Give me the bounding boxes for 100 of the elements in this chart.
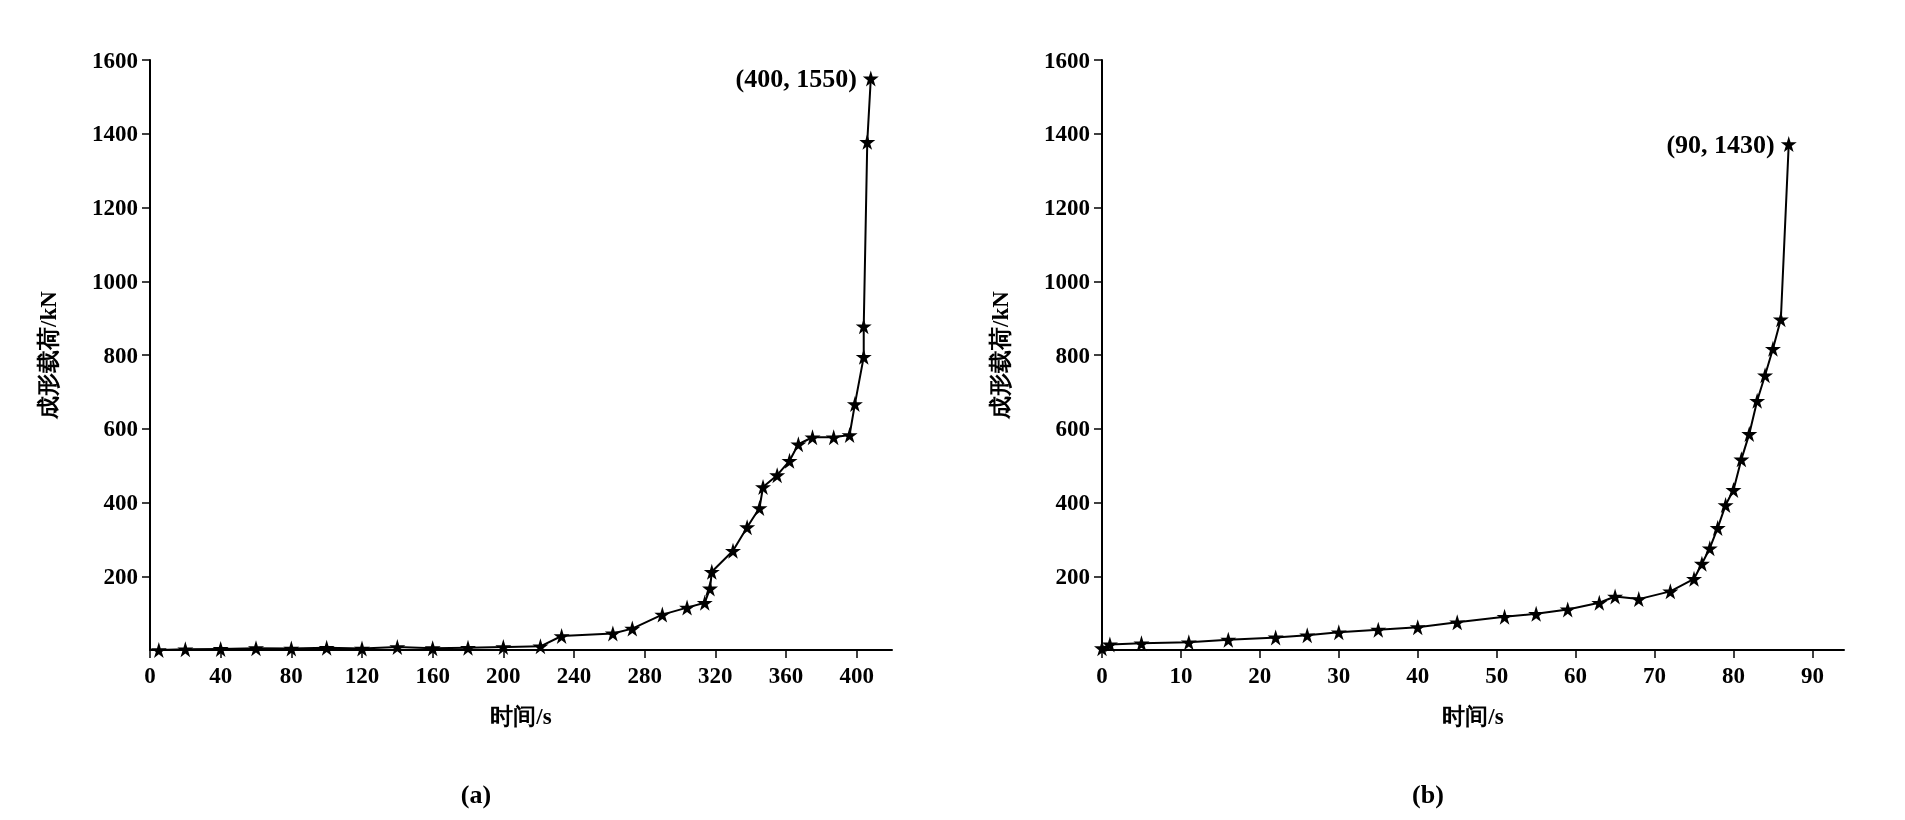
point [862, 70, 879, 87]
text: (b) [1412, 779, 1444, 809]
point [532, 638, 549, 655]
point [739, 519, 756, 536]
point [751, 500, 768, 517]
point [790, 436, 807, 453]
point [841, 427, 858, 444]
y-tick-label: 1400 [92, 121, 138, 147]
point [804, 429, 821, 446]
x-axis-title: 时间/s [1442, 704, 1504, 729]
y-tick-label: 200 [103, 563, 138, 589]
point [389, 639, 406, 656]
point [1133, 635, 1150, 652]
x-tick-label: 80 [1721, 663, 1745, 688]
y-tick-label: 1200 [1044, 195, 1090, 220]
point [283, 640, 300, 657]
point [1299, 627, 1316, 644]
point [1101, 636, 1118, 653]
x-tick-label: 40 [209, 663, 233, 688]
x-tick-label: 160 [415, 663, 450, 688]
point [177, 641, 194, 658]
y-tick-label: 800 [103, 342, 138, 368]
x-axis-title: 时间/s [490, 704, 552, 729]
point [354, 640, 370, 657]
x-tick-label: 60 [1564, 663, 1588, 688]
point [1749, 392, 1766, 409]
point [855, 348, 872, 365]
x-tick-label: 70 [1643, 663, 1667, 688]
point [846, 396, 863, 413]
point [624, 620, 641, 637]
point [1220, 631, 1237, 648]
point [1780, 136, 1797, 153]
y-tick-label: 1600 [92, 47, 138, 73]
point [248, 640, 264, 657]
point [1693, 555, 1710, 572]
point [1764, 340, 1781, 357]
x-tick-label: 240 [556, 663, 592, 688]
point [318, 639, 335, 656]
y-axis-title: 成形载荷/kN [988, 290, 1013, 420]
y-tick-label: 600 [103, 416, 138, 442]
x-tick-label: 320 [698, 663, 733, 688]
y-tick-label: 1600 [1044, 47, 1090, 73]
point [1757, 367, 1774, 384]
point [1701, 540, 1718, 557]
point [855, 318, 872, 335]
x-tick-label: 360 [768, 663, 804, 688]
point [1330, 624, 1347, 641]
x-tick-label: 20 [1248, 663, 1272, 688]
point [1709, 519, 1726, 536]
point [1559, 601, 1576, 618]
text: (a) [460, 779, 492, 809]
point [150, 642, 167, 658]
point [1686, 570, 1703, 587]
point [553, 627, 570, 644]
point [703, 563, 720, 580]
y-tick-label: 1000 [92, 268, 138, 294]
point [460, 639, 476, 656]
point [781, 452, 798, 469]
point [1725, 481, 1742, 498]
y-tick-label: 200 [1055, 563, 1090, 589]
x-tick-label: 0 [144, 663, 156, 688]
point [1607, 588, 1624, 605]
point [1370, 621, 1387, 638]
point [696, 594, 713, 611]
y-tick-label: 1200 [92, 195, 138, 220]
x-tick-label: 0 [1096, 663, 1108, 688]
annotation: (400, 1550) [735, 63, 857, 93]
y-tick-label: 400 [1055, 490, 1090, 515]
point [1630, 591, 1647, 608]
x-tick-label: 80 [279, 663, 303, 688]
point [1591, 594, 1608, 611]
point [725, 542, 741, 559]
y-axis-title: 成形载荷/kN [36, 290, 61, 420]
point [1717, 497, 1734, 514]
x-tick-label: 200 [486, 663, 521, 688]
point [1772, 311, 1789, 328]
y-tick-label: 400 [103, 490, 138, 515]
annotation: (90, 1430) [1666, 129, 1775, 159]
point [702, 580, 719, 597]
point [769, 467, 786, 484]
x-tick-label: 30 [1327, 663, 1351, 688]
point [825, 429, 842, 446]
point [1180, 634, 1197, 651]
point [1741, 425, 1758, 442]
point [212, 640, 229, 657]
y-tick-label: 600 [1055, 416, 1090, 442]
point [424, 640, 441, 657]
x-tick-label: 50 [1485, 663, 1509, 688]
point [859, 133, 876, 150]
y-tick-label: 1400 [1044, 121, 1090, 147]
point [1409, 619, 1426, 636]
point [679, 599, 696, 616]
point [1662, 583, 1679, 600]
point [495, 639, 512, 656]
point [1496, 608, 1513, 625]
point [1267, 629, 1284, 646]
x-tick-label: 90 [1800, 663, 1824, 688]
x-tick-label: 400 [839, 663, 874, 688]
x-tick-label: 10 [1169, 663, 1193, 688]
x-tick-label: 120 [344, 663, 380, 688]
